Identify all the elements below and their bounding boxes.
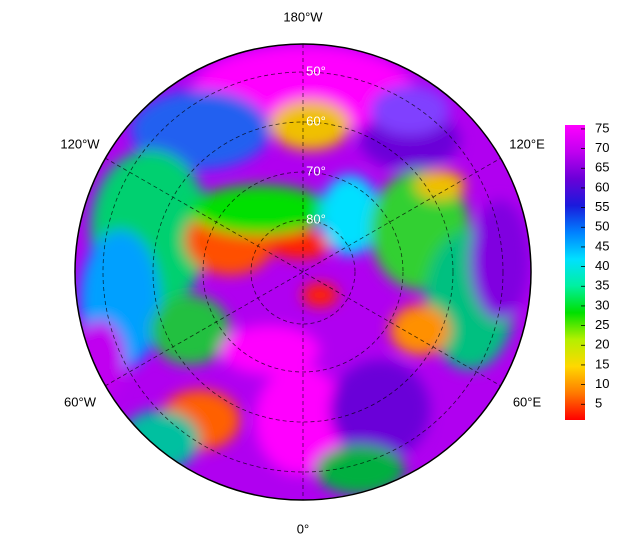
lon-label: 120°E: [509, 136, 545, 151]
lat-label: 70°: [306, 163, 326, 178]
colorbar-tick-label: 40: [595, 258, 609, 273]
colorbar-tick-label: 30: [595, 297, 609, 312]
colorbar: 5 10 15 20 25 30 35 40 45 50 55 60 65 70 75: [565, 120, 609, 420]
lat-label: 80°: [306, 211, 326, 226]
lon-label: 0°: [297, 521, 309, 536]
lon-label: 60°W: [64, 394, 97, 409]
colorbar-tick-label: 75: [595, 120, 609, 135]
colorbar-gradient: [565, 125, 585, 420]
lon-label: 120°W: [60, 136, 100, 151]
lon-label: 60°E: [513, 394, 542, 409]
field-blobs: [75, 45, 530, 495]
colorbar-tick-label: 45: [595, 238, 609, 253]
colorbar-tick-label: 35: [595, 278, 609, 293]
colorbar-tick-label: 5: [595, 396, 602, 411]
lat-label: 60°: [306, 113, 326, 128]
colorbar-tick-label: 25: [595, 317, 609, 332]
map-boundary: [74, 43, 532, 501]
colorbar-tick-label: 65: [595, 160, 609, 175]
graticule: [102, 44, 504, 500]
colorbar-tick-label: 10: [595, 376, 609, 391]
colorbar-tick-label: 55: [595, 199, 609, 214]
lat-label: 50°: [306, 63, 326, 78]
colorbar-tick-label: 60: [595, 179, 609, 194]
colorbar-tick-label: 15: [595, 356, 609, 371]
polar-field: [75, 44, 531, 500]
colorbar-tick-label: 20: [595, 337, 609, 352]
lon-label: 180°W: [283, 9, 323, 24]
colorbar-tick-label: 50: [595, 219, 609, 234]
colorbar-tick-label: 70: [595, 140, 609, 155]
